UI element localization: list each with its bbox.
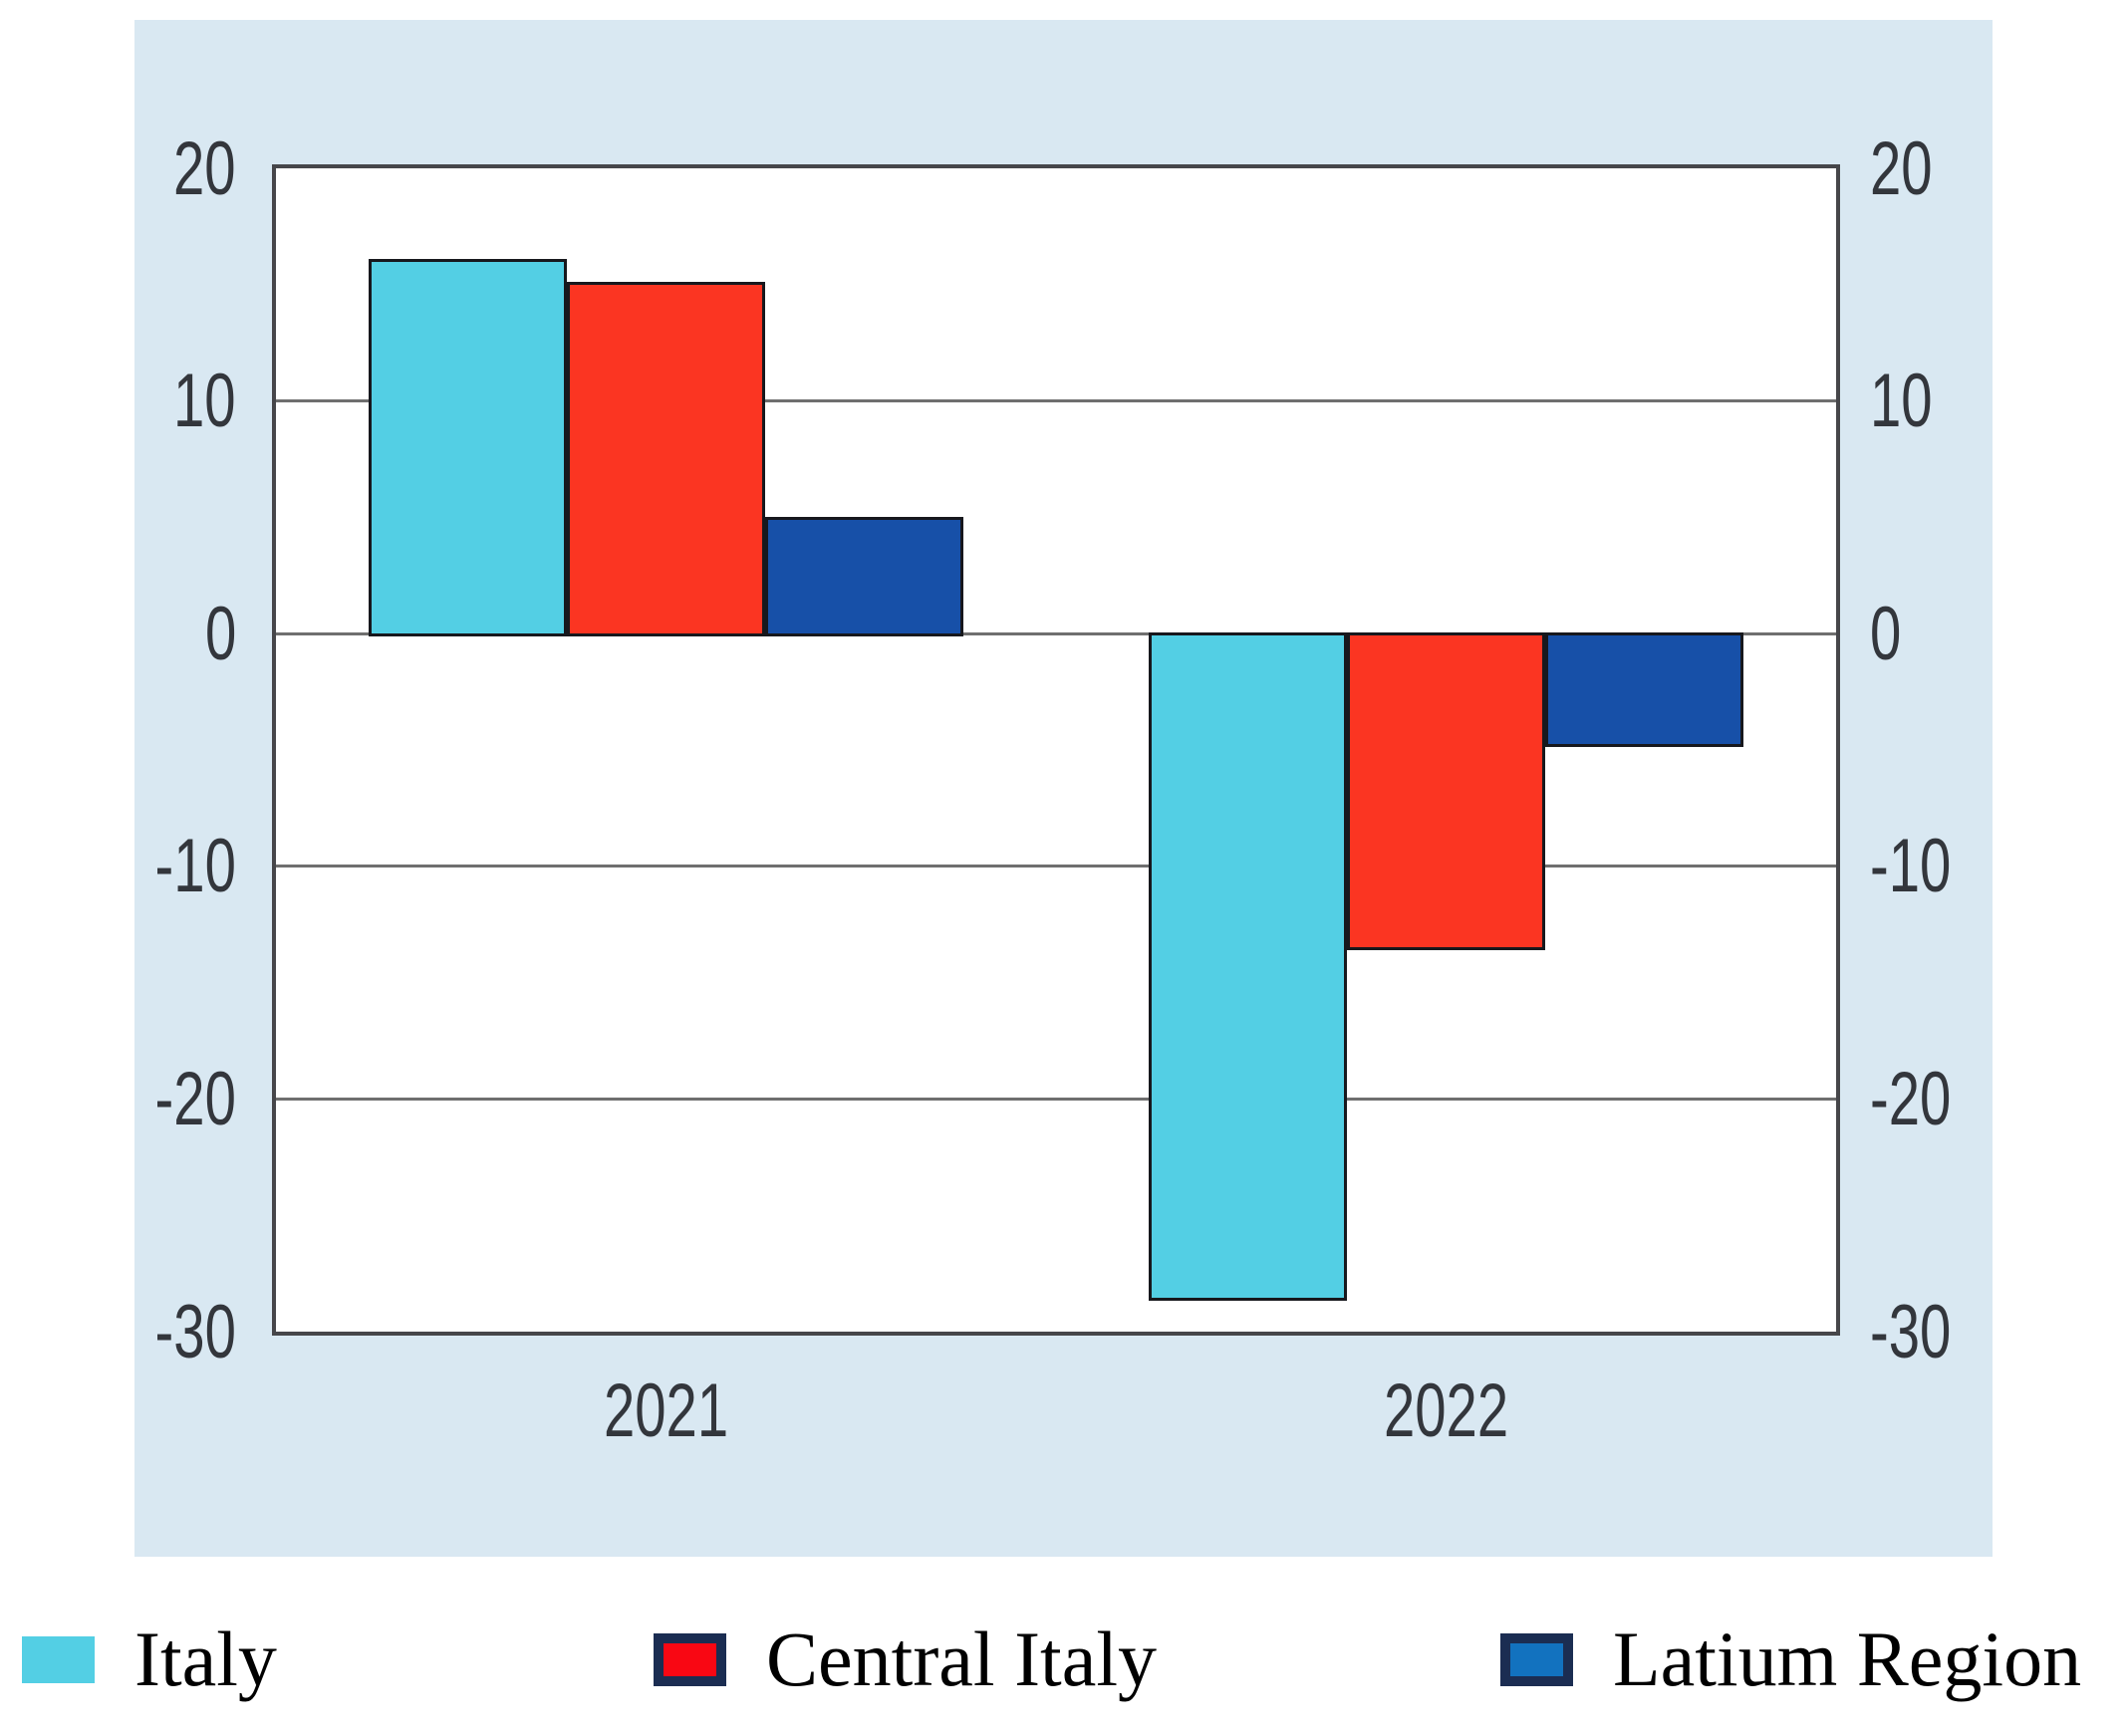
y-tick-right--20: -20 <box>1870 1056 1952 1141</box>
legend-label-central-italy: Central Italy <box>766 1615 1158 1702</box>
legend-swatch-italy <box>22 1635 95 1683</box>
y-tick-right-10: 10 <box>1870 359 1933 444</box>
bar-central-italy-2022 <box>1347 632 1545 950</box>
y-tick-left--30: -30 <box>154 1289 236 1374</box>
bar-latium-region-2022 <box>1545 632 1743 748</box>
legend: Italy Central Italy Latium Region <box>0 1600 2128 1719</box>
y-tick-left-20: 20 <box>173 125 236 211</box>
plot-area <box>272 164 1840 1336</box>
y-tick-right--30: -30 <box>1870 1289 1952 1374</box>
legend-label-italy: Italy <box>134 1615 277 1702</box>
bar-latium-region-2021 <box>765 517 963 637</box>
legend-swatch-central-italy <box>654 1632 726 1686</box>
y-tick-left--20: -20 <box>154 1056 236 1141</box>
gridline--10 <box>276 865 1836 868</box>
gridline-10 <box>276 399 1836 403</box>
gridline-0 <box>276 631 1836 635</box>
y-tick-left--10: -10 <box>154 824 236 909</box>
legend-label-latium-region: Latium Region <box>1613 1615 2082 1702</box>
y-tick-right-20: 20 <box>1870 125 1933 211</box>
bar-italy-2021 <box>369 259 567 637</box>
legend-item-italy: Italy <box>22 1600 277 1719</box>
legend-swatch-latium-region <box>1500 1632 1573 1686</box>
x-category-label-2021: 2021 <box>603 1367 729 1453</box>
legend-item-latium-region: Latium Region <box>1500 1600 2081 1719</box>
y-tick-right--10: -10 <box>1870 824 1952 909</box>
x-category-label-2022: 2022 <box>1383 1367 1509 1453</box>
bar-italy-2022 <box>1149 632 1347 1302</box>
y-tick-right-0: 0 <box>1870 591 1902 676</box>
y-tick-left-10: 10 <box>173 359 236 444</box>
bar-central-italy-2021 <box>567 282 765 637</box>
gridline--20 <box>276 1097 1836 1101</box>
y-tick-left-0: 0 <box>204 591 236 676</box>
legend-item-central-italy: Central Italy <box>654 1600 1157 1719</box>
